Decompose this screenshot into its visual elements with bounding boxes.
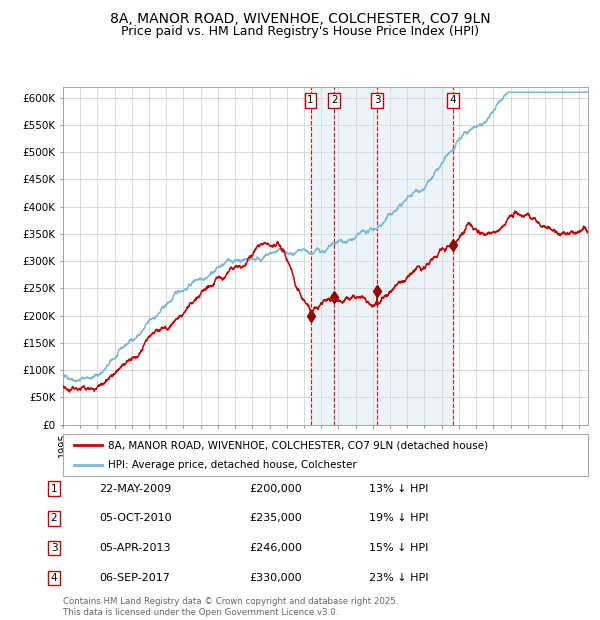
- Text: 1: 1: [307, 95, 314, 105]
- Text: £246,000: £246,000: [249, 543, 302, 553]
- Text: 23% ↓ HPI: 23% ↓ HPI: [369, 573, 428, 583]
- Text: 15% ↓ HPI: 15% ↓ HPI: [369, 543, 428, 553]
- Bar: [334, 87, 377, 425]
- Text: 3: 3: [374, 95, 380, 105]
- Text: 8A, MANOR ROAD, WIVENHOE, COLCHESTER, CO7 9LN (detached house): 8A, MANOR ROAD, WIVENHOE, COLCHESTER, CO…: [107, 440, 488, 450]
- Text: £330,000: £330,000: [249, 573, 302, 583]
- Text: 06-SEP-2017: 06-SEP-2017: [99, 573, 170, 583]
- Text: £235,000: £235,000: [249, 513, 302, 523]
- Text: 19% ↓ HPI: 19% ↓ HPI: [369, 513, 428, 523]
- Text: 2: 2: [331, 95, 337, 105]
- Text: 05-OCT-2010: 05-OCT-2010: [99, 513, 172, 523]
- Bar: [311, 87, 334, 425]
- Text: 05-APR-2013: 05-APR-2013: [99, 543, 170, 553]
- Text: 2: 2: [50, 513, 58, 523]
- Text: £200,000: £200,000: [249, 484, 302, 494]
- Text: 22-MAY-2009: 22-MAY-2009: [99, 484, 171, 494]
- Text: Price paid vs. HM Land Registry's House Price Index (HPI): Price paid vs. HM Land Registry's House …: [121, 25, 479, 38]
- Bar: [377, 87, 453, 425]
- Text: Contains HM Land Registry data © Crown copyright and database right 2025.
This d: Contains HM Land Registry data © Crown c…: [63, 598, 398, 617]
- Text: 4: 4: [50, 573, 58, 583]
- Text: HPI: Average price, detached house, Colchester: HPI: Average price, detached house, Colc…: [107, 460, 356, 470]
- Text: 13% ↓ HPI: 13% ↓ HPI: [369, 484, 428, 494]
- Text: 1: 1: [50, 484, 58, 494]
- Text: 8A, MANOR ROAD, WIVENHOE, COLCHESTER, CO7 9LN: 8A, MANOR ROAD, WIVENHOE, COLCHESTER, CO…: [110, 12, 490, 27]
- Text: 3: 3: [50, 543, 58, 553]
- Text: 4: 4: [450, 95, 457, 105]
